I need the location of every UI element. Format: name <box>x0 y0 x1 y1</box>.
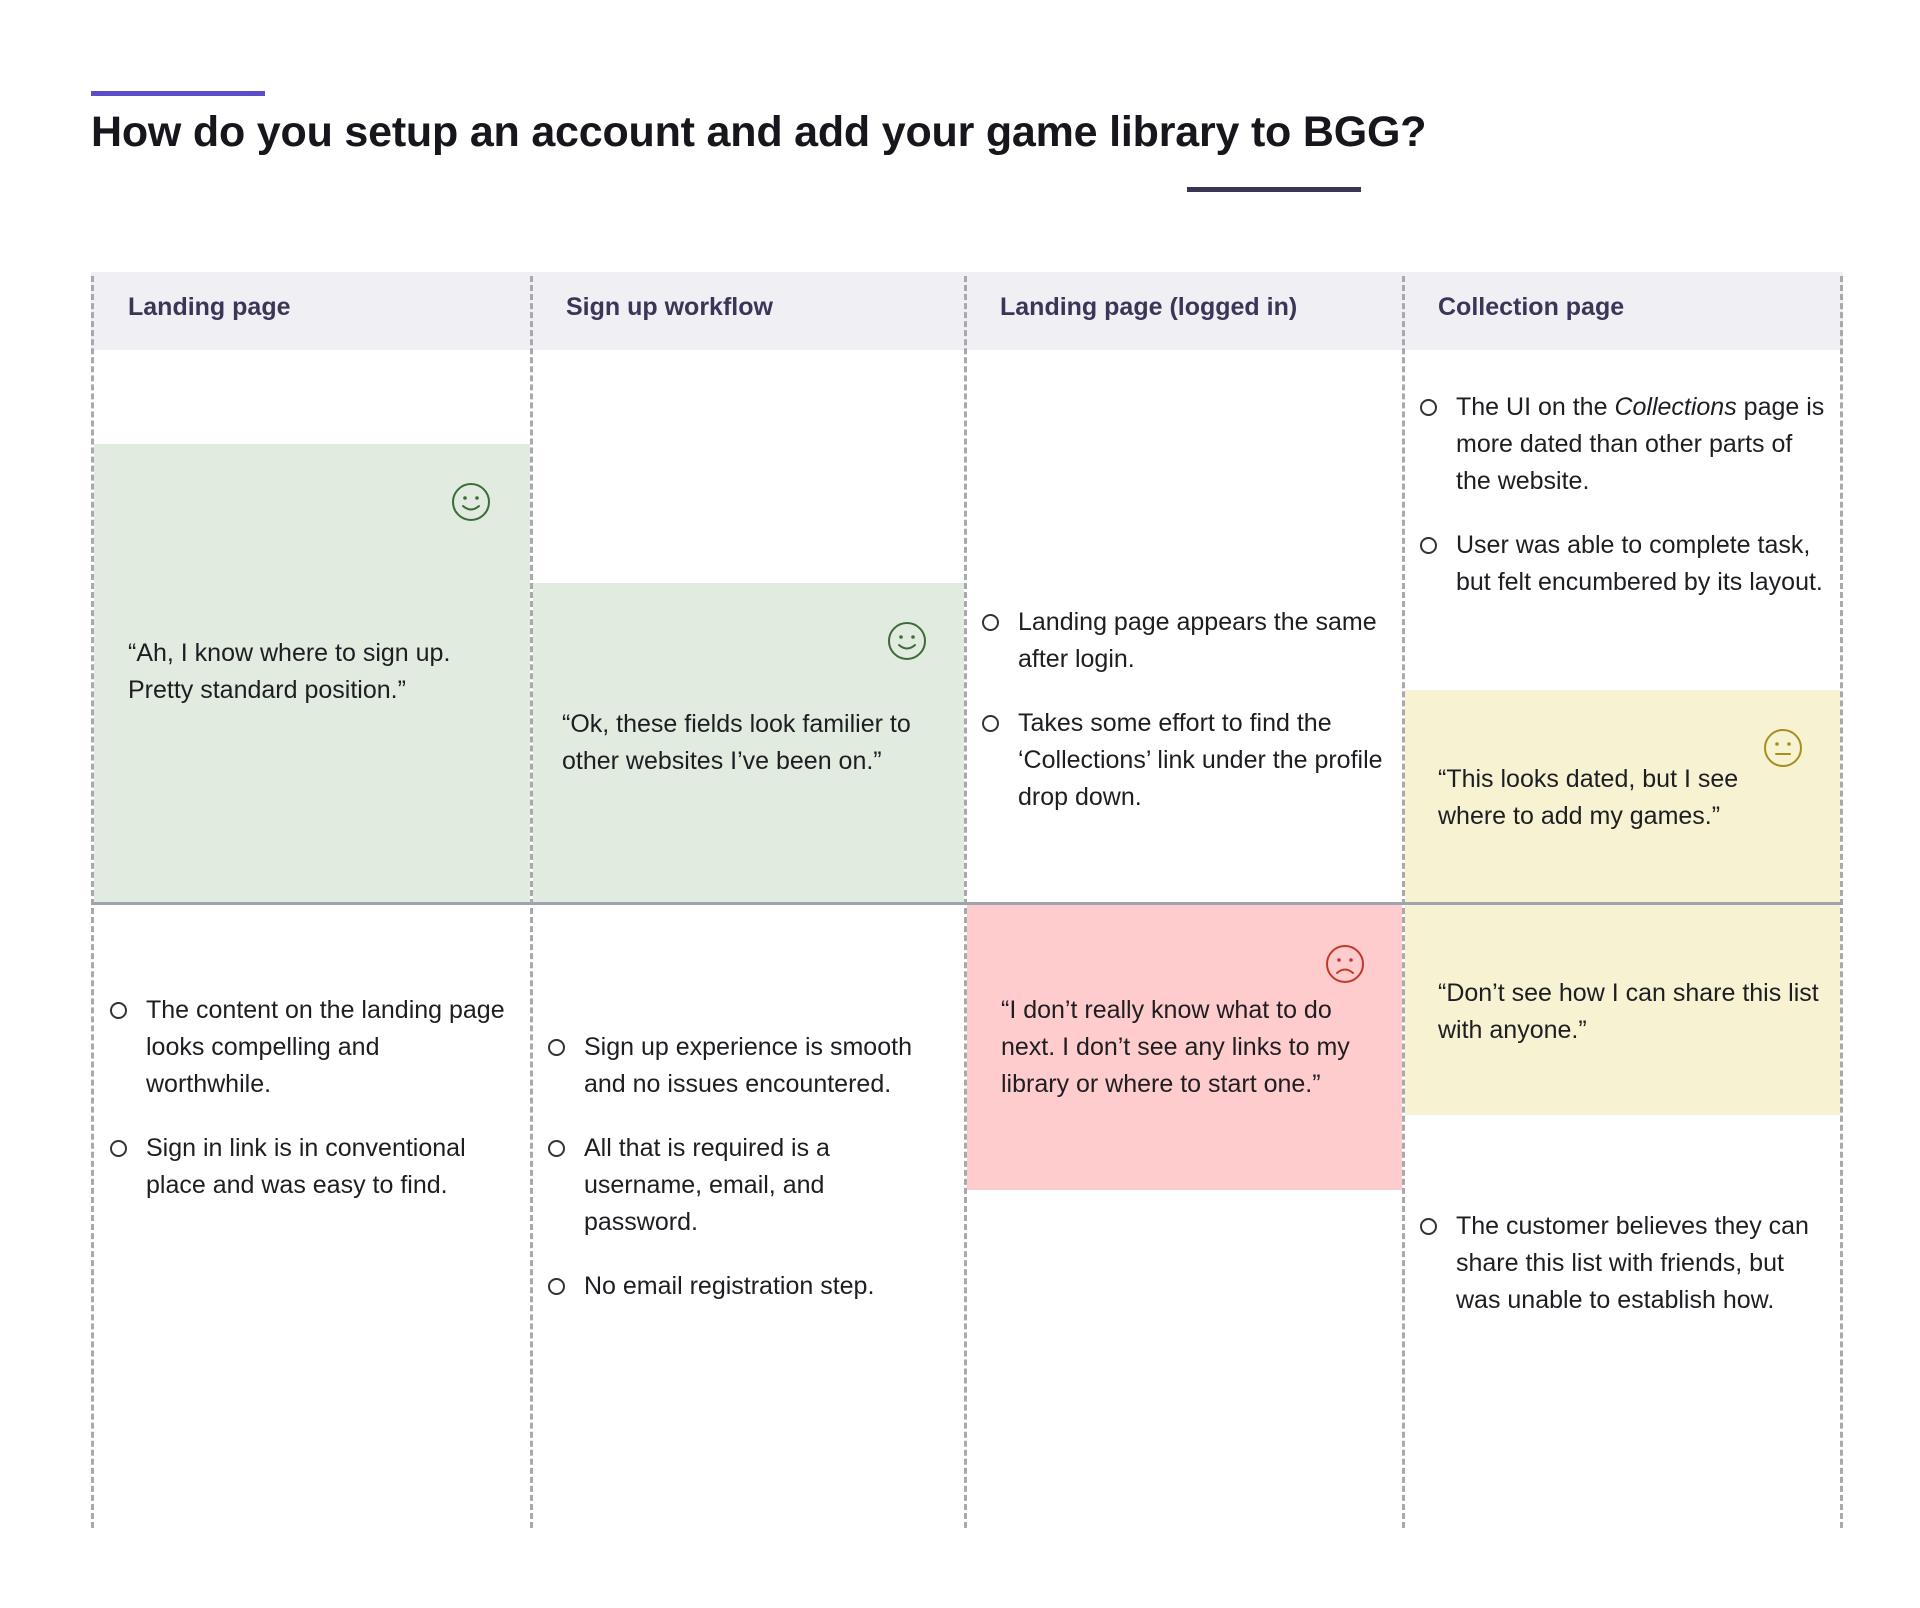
sad-face-icon <box>1326 945 1364 983</box>
column-heading-landing-page-logged-in: Landing page (logged in) <box>1000 293 1298 321</box>
quote-card-landing-page-logged-in <box>967 905 1402 1190</box>
observation-list: Sign up experience is smooth and no issu… <box>548 1029 943 1305</box>
observation-text: All that is required is a username, emai… <box>584 1134 830 1236</box>
observation-text: No email registration step. <box>584 1272 875 1300</box>
quote-text: “This looks dated, but I see where to ad… <box>1438 765 1739 830</box>
bullet-circle-icon <box>982 614 999 631</box>
neutral-face-icon <box>1764 729 1802 767</box>
observation-item: Sign up experience is smooth and no issu… <box>548 1029 943 1103</box>
observation-text: Landing page appears the same after logi… <box>1018 608 1377 673</box>
observation-text: Takes some effort to find the ‘Collectio… <box>1018 709 1383 811</box>
observation-text: The UI on the Collections page is more d… <box>1456 393 1825 495</box>
bullet-circle-icon <box>110 1002 127 1019</box>
bullet-circle-icon <box>1420 537 1437 554</box>
bullet-circle-icon <box>548 1140 565 1157</box>
title-underline-accent <box>1187 187 1361 192</box>
quote-card-sign-up-workflow <box>533 583 964 902</box>
observation-list: Landing page appears the same after logi… <box>982 604 1392 816</box>
happy-face-icon <box>888 622 926 660</box>
bullet-circle-icon <box>548 1039 565 1056</box>
observation-item: The UI on the Collections page is more d… <box>1420 389 1830 500</box>
observation-item: User was able to complete task, but felt… <box>1420 527 1830 601</box>
bullet-circle-icon <box>110 1140 127 1157</box>
column-header-band <box>91 272 1843 350</box>
observation-item: Takes some effort to find the ‘Collectio… <box>982 705 1392 816</box>
observation-text: User was able to complete task, but felt… <box>1456 531 1823 596</box>
observation-text: The customer believes they can share thi… <box>1456 1212 1809 1314</box>
observation-item: No email registration step. <box>548 1268 943 1305</box>
observation-list: The UI on the Collections page is more d… <box>1420 389 1830 601</box>
observation-item: Sign in link is in conventional place an… <box>110 1130 510 1204</box>
quote-text: “Ah, I know where to sign up. Pretty sta… <box>128 639 451 704</box>
observation-item: The customer believes they can share thi… <box>1420 1208 1830 1319</box>
column-heading-sign-up-workflow: Sign up workflow <box>566 293 773 321</box>
observation-text: Sign up experience is smooth and no issu… <box>584 1033 912 1098</box>
column-heading-landing-page: Landing page <box>128 293 291 321</box>
quote-text: “I don’t really know what to do next. I … <box>1001 996 1350 1098</box>
bullet-circle-icon <box>1420 1218 1437 1235</box>
observation-list: The content on the landing page looks co… <box>110 992 510 1204</box>
quote-card-collection-page-bottom <box>1405 905 1840 1115</box>
page-title: How do you setup an account and add your… <box>91 108 1427 156</box>
bullet-circle-icon <box>548 1278 565 1295</box>
quote-text: “Don’t see how I can share this list wit… <box>1438 979 1819 1044</box>
observation-item: The content on the landing page looks co… <box>110 992 510 1103</box>
row-divider <box>91 902 1843 905</box>
column-heading-collection-page: Collection page <box>1438 293 1625 321</box>
quote-text: “Ok, these fields look familier to other… <box>562 710 911 775</box>
observation-text: The content on the landing page looks co… <box>146 996 505 1098</box>
bullet-circle-icon <box>982 715 999 732</box>
quote-card-landing-page <box>94 444 530 902</box>
observation-item: Landing page appears the same after logi… <box>982 604 1392 678</box>
emphasis-text: Collections <box>1614 393 1737 421</box>
quote-card-collection-page-top <box>1405 690 1840 902</box>
title-accent-bar <box>91 91 265 96</box>
observation-item: All that is required is a username, emai… <box>548 1130 943 1241</box>
observation-text: Sign in link is in conventional place an… <box>146 1134 466 1199</box>
bullet-circle-icon <box>1420 399 1437 416</box>
observation-list: The customer believes they can share thi… <box>1420 1208 1830 1319</box>
happy-face-icon <box>452 483 490 521</box>
